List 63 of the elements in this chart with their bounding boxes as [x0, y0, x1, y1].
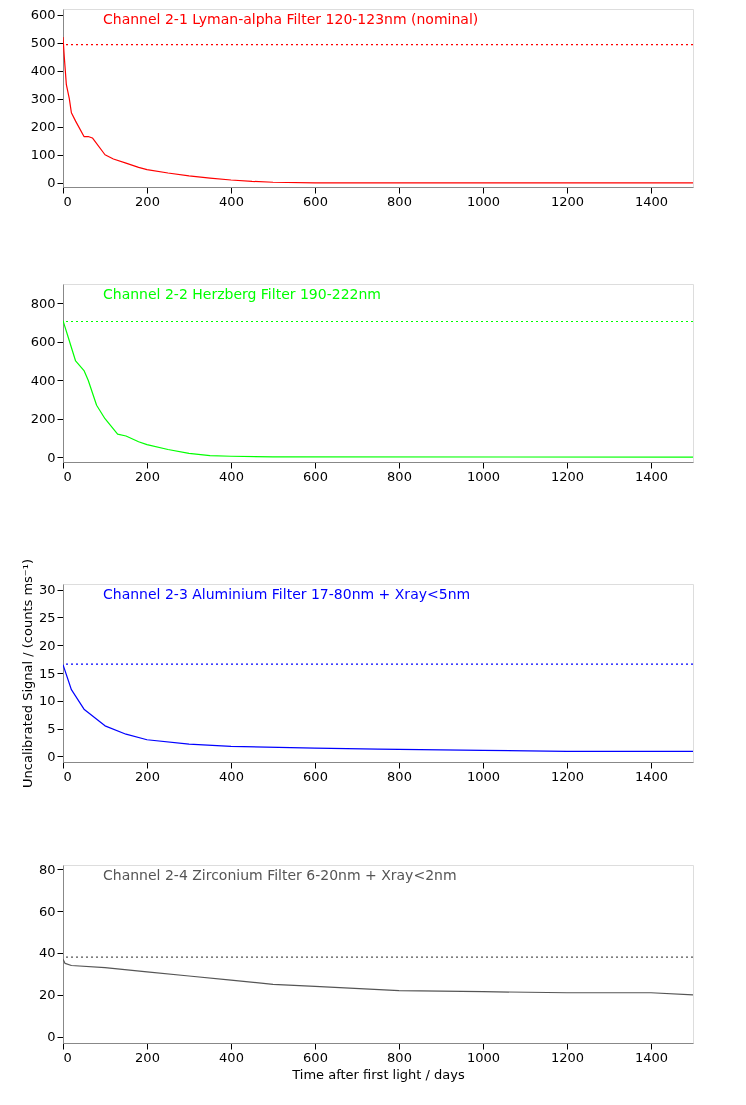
y-tick-label: 800 — [30, 295, 56, 311]
chart-title: Channel 2-1 Lyman-alpha Filter 120-123nm (nominal) — [103, 11, 479, 27]
x-tick-label: 800 — [387, 1049, 412, 1065]
y-tick-label: 300 — [30, 91, 56, 107]
line-series — [63, 36, 693, 184]
y-axis-title: Uncalibrated Signal / (counts ms⁻¹) — [19, 559, 35, 788]
x-tick-label: 200 — [135, 468, 160, 484]
x-tick-label: 1400 — [634, 1049, 669, 1065]
x-tick-label: 400 — [219, 193, 244, 209]
y-tick-label: 400 — [30, 63, 56, 79]
chart-title: Channel 2-4 Zirconium Filter 6-20nm + Xray<2nm — [103, 867, 457, 883]
x-tick-label: 1000 — [466, 468, 501, 484]
x-tick-label: 200 — [135, 1049, 160, 1065]
x-tick-label: 600 — [303, 468, 328, 484]
x-tick-label: 0 — [63, 1049, 72, 1065]
y-tick-label: 0 — [47, 449, 56, 465]
y-tick-label: 600 — [30, 7, 56, 23]
x-tick-label: 200 — [135, 768, 160, 784]
x-tick-label: 0 — [63, 768, 72, 784]
y-tick-label: 40 — [38, 945, 56, 961]
x-tick-label: 400 — [219, 1049, 244, 1065]
y-tick-label: 500 — [30, 35, 56, 51]
x-axis-title: Time after first light / days — [291, 1066, 465, 1082]
y-tick-label: 200 — [30, 119, 56, 135]
x-tick-label: 400 — [219, 468, 244, 484]
x-tick-label: 800 — [387, 468, 412, 484]
x-tick-label: 600 — [303, 193, 328, 209]
y-tick-label: 600 — [30, 334, 56, 350]
x-tick-label: 0 — [63, 193, 72, 209]
y-tick-label: 100 — [30, 147, 56, 163]
x-tick-label: 0 — [63, 468, 72, 484]
x-tick-label: 1000 — [466, 768, 501, 784]
y-tick-label: 0 — [47, 748, 56, 764]
y-tick-label: 20 — [38, 987, 56, 1003]
y-tick-label: 400 — [30, 372, 56, 388]
chart-title: Channel 2-3 Aluminium Filter 17-80nm + Xray<5nm — [103, 586, 471, 602]
y-tick-label: 0 — [47, 175, 56, 191]
x-tick-label: 600 — [303, 768, 328, 784]
x-tick-label: 1400 — [634, 768, 669, 784]
x-tick-label: 1200 — [550, 193, 585, 209]
y-tick-label: 200 — [30, 411, 56, 427]
x-tick-label: 600 — [303, 1049, 328, 1065]
y-tick-label: 60 — [38, 903, 56, 919]
y-tick-label: 15 — [38, 665, 56, 681]
y-tick-label: 10 — [38, 693, 56, 709]
y-tick-label: 80 — [38, 861, 56, 877]
x-tick-label: 800 — [387, 768, 412, 784]
y-tick-label: 30 — [38, 582, 56, 598]
x-tick-label: 1400 — [634, 193, 669, 209]
y-tick-label: 5 — [47, 721, 56, 737]
y-tick-label: 0 — [47, 1029, 56, 1045]
y-tick-label: 20 — [38, 637, 56, 653]
y-tick-label: 25 — [38, 609, 56, 625]
x-tick-label: 1200 — [550, 468, 585, 484]
x-tick-label: 1000 — [466, 193, 501, 209]
x-tick-label: 1400 — [634, 468, 669, 484]
x-tick-label: 200 — [135, 193, 160, 209]
x-tick-label: 1000 — [466, 1049, 501, 1065]
x-tick-label: 1200 — [550, 768, 585, 784]
x-tick-label: 400 — [219, 768, 244, 784]
x-tick-label: 1200 — [550, 1049, 585, 1065]
x-tick-label: 800 — [387, 193, 412, 209]
chart-title: Channel 2-2 Herzberg Filter 190-222nm — [103, 286, 381, 302]
